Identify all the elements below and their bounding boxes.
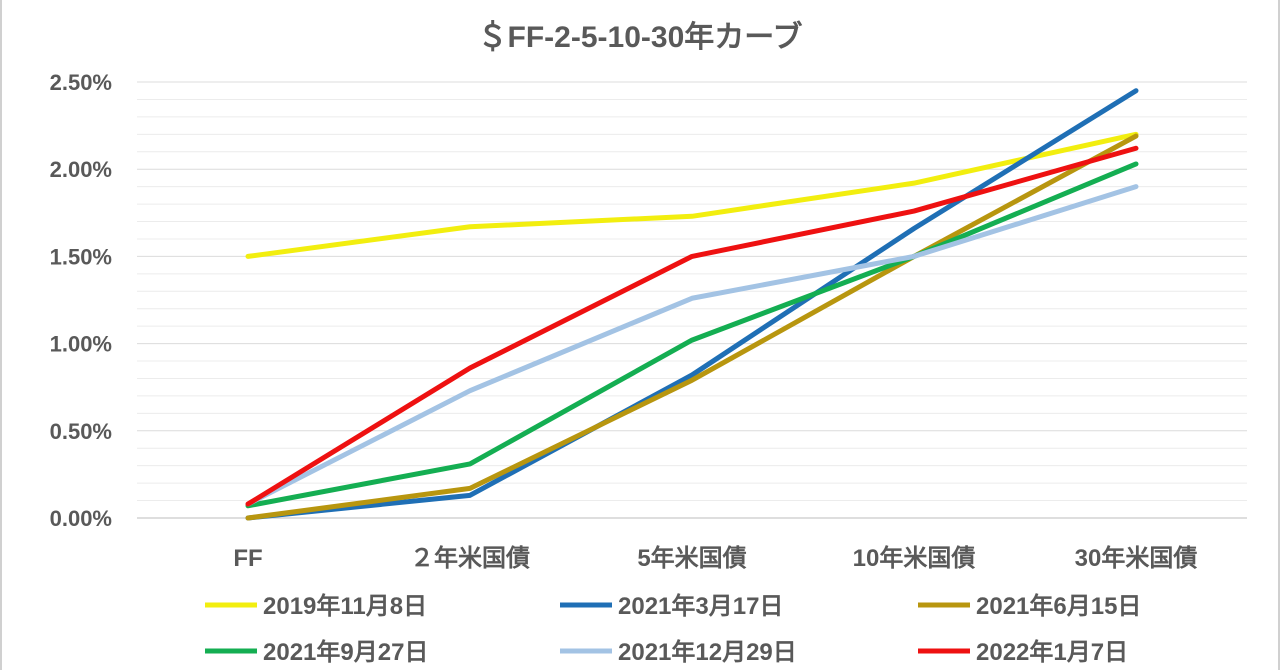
series-line <box>245 133 1139 521</box>
x-axis-tick-labels: FF ２年米国債 5年米国債 10年米国債 30年米国債 <box>233 544 1197 572</box>
x-tick-label: ２年米国債 <box>410 544 530 572</box>
legend-label: 2021年6月15日 <box>976 592 1141 620</box>
chart-border-right <box>1278 0 1280 670</box>
x-tick-label: 30年米国債 <box>1075 544 1198 572</box>
series-line <box>245 131 1139 259</box>
legend: 2019年11月8日 2021年3月17日 2021年6月15日 2021年9月27日… <box>205 592 1141 666</box>
x-tick-label: FF <box>233 545 262 572</box>
series-line <box>245 184 1139 507</box>
y-tick-label: 2.00% <box>50 157 112 182</box>
series-lines <box>245 88 1139 521</box>
legend-label: 2022年1月7日 <box>976 638 1128 666</box>
legend-label: 2019年11月8日 <box>263 592 427 620</box>
series-line <box>245 145 1139 507</box>
y-axis-tick-labels: 0.00% 0.50% 1.00% 1.50% 2.00% 2.50% <box>50 70 112 531</box>
y-tick-label: 2.50% <box>50 70 112 95</box>
y-tick-label: 0.50% <box>50 419 112 444</box>
legend-label: 2021年12月29日 <box>618 638 797 666</box>
legend-label: 2021年3月17日 <box>618 592 783 620</box>
y-tick-label: 1.00% <box>50 332 112 357</box>
x-tick-label: 10年米国債 <box>853 544 976 572</box>
x-tick-label: 5年米国債 <box>637 544 746 572</box>
series-line <box>245 161 1139 509</box>
legend-label: 2021年9月27日 <box>263 638 428 666</box>
chart-border-left <box>0 0 2 670</box>
y-tick-label: 1.50% <box>50 244 112 269</box>
y-tick-label: 0.00% <box>50 506 112 531</box>
series-line <box>245 88 1139 521</box>
chart-title: ＄FF-2-5-10-30年カーブ <box>477 21 803 54</box>
